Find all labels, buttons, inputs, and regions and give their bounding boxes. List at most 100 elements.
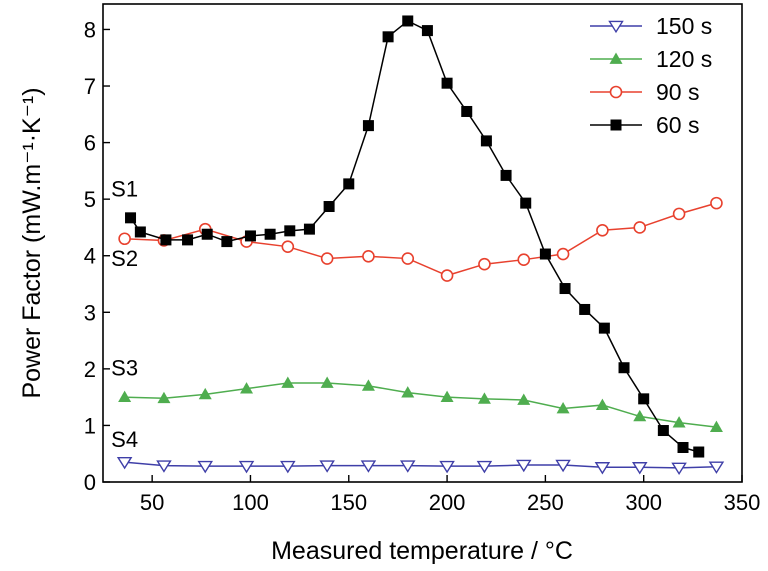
x-tick-label: 250 xyxy=(527,490,564,515)
data-point-triangle-down xyxy=(319,460,335,473)
legend-label: 120 s xyxy=(656,46,712,72)
y-tick-label: 4 xyxy=(84,244,96,269)
data-point-circle xyxy=(362,249,375,263)
y-tick-label: 3 xyxy=(84,300,96,325)
data-point-triangle-down xyxy=(476,460,493,474)
data-point-triangle-up xyxy=(517,393,531,405)
data-point-square xyxy=(480,135,492,147)
data-point-triangle-down xyxy=(280,460,296,474)
data-point-triangle-down xyxy=(156,460,172,473)
data-point-triangle-up xyxy=(556,401,570,414)
data-point-square xyxy=(579,303,591,315)
legend-item: 150 s xyxy=(590,13,712,39)
data-point-triangle-down xyxy=(555,459,571,473)
data-point-triangle-down xyxy=(708,461,725,474)
data-point-triangle-down xyxy=(671,462,687,476)
data-point-triangle-up xyxy=(440,390,454,403)
annotation-label: S2 xyxy=(111,246,138,271)
legend-label: 60 s xyxy=(656,112,699,138)
data-point-triangle-down xyxy=(515,459,532,473)
y-tick-label: 0 xyxy=(84,470,96,495)
data-point-square xyxy=(610,119,622,131)
data-point-triangle-up xyxy=(118,390,132,403)
data-point-square xyxy=(134,226,146,238)
legend-item: 120 s xyxy=(590,46,712,72)
data-point-triangle-down xyxy=(197,460,214,474)
data-point-square xyxy=(303,223,315,235)
data-point-square xyxy=(500,169,512,181)
y-tick-label: 7 xyxy=(84,74,96,99)
legend-item: 90 s xyxy=(590,79,699,105)
data-point-triangle-up xyxy=(595,398,609,410)
data-point-triangle-up xyxy=(609,52,623,64)
annotation-label: S3 xyxy=(111,356,138,381)
data-point-square xyxy=(441,77,453,89)
data-point-square xyxy=(461,105,473,117)
data-point-triangle-down xyxy=(594,462,611,475)
y-tick-label: 2 xyxy=(84,357,96,382)
data-point-circle xyxy=(596,223,609,237)
series-layer xyxy=(116,15,725,476)
annotation-label: S1 xyxy=(111,176,138,201)
x-tick-label: 300 xyxy=(625,490,662,515)
series-line xyxy=(129,20,699,453)
data-point-triangle-up xyxy=(633,409,647,422)
annotations: S1 S2 S3 S4 xyxy=(111,176,138,452)
data-point-triangle-down xyxy=(631,462,648,475)
data-point-triangle-up xyxy=(672,416,686,428)
y-tick-label: 6 xyxy=(84,131,96,156)
data-point-circle xyxy=(320,252,334,265)
y-tick-label: 8 xyxy=(84,17,96,42)
series-line xyxy=(124,461,717,469)
x-tick-label: 200 xyxy=(429,490,466,515)
data-point-square xyxy=(323,201,335,213)
legend-label: 150 s xyxy=(656,13,712,39)
data-point-square xyxy=(160,234,172,246)
data-point-square xyxy=(343,178,355,190)
y-tick-label: 1 xyxy=(84,413,96,438)
annotation-label: S4 xyxy=(111,427,138,452)
axis-ticks: 50 100 150 200 250 300 350 0 1 2 3 4 5 6 7 8 xyxy=(84,17,761,515)
data-point-circle xyxy=(478,257,491,271)
data-point-triangle-down xyxy=(116,456,133,470)
data-point-square xyxy=(402,15,414,27)
data-point-circle xyxy=(281,240,295,253)
data-point-square xyxy=(284,225,296,237)
data-point-circle xyxy=(633,221,647,234)
data-point-square xyxy=(421,25,433,37)
data-point-triangle-up xyxy=(157,391,171,404)
data-point-square xyxy=(598,322,610,334)
data-point-triangle-down xyxy=(439,460,455,474)
data-point-triangle-up xyxy=(240,382,254,394)
data-point-square xyxy=(638,393,650,405)
series-150-s xyxy=(116,456,725,476)
legend-label: 90 s xyxy=(656,79,699,105)
data-point-circle xyxy=(517,253,531,266)
data-point-square xyxy=(221,236,233,248)
data-point-circle xyxy=(672,207,686,221)
data-point-circle xyxy=(710,196,723,210)
data-point-square xyxy=(244,230,256,242)
legend-item: 60 s xyxy=(590,112,699,138)
data-point-triangle-up xyxy=(709,420,723,433)
data-point-triangle-up xyxy=(198,387,212,400)
data-point-triangle-up xyxy=(477,392,491,404)
plot-frame xyxy=(102,3,743,483)
data-point-square xyxy=(264,228,276,240)
data-point-square xyxy=(382,31,394,43)
data-point-triangle-up xyxy=(281,376,295,388)
data-point-square xyxy=(125,212,137,224)
data-point-square xyxy=(559,283,571,295)
data-point-circle xyxy=(440,269,454,282)
y-tick-label: 5 xyxy=(84,187,96,212)
data-point-square xyxy=(520,197,532,209)
data-point-circle xyxy=(118,232,131,246)
series-line xyxy=(124,202,717,277)
data-point-triangle-up xyxy=(320,376,334,388)
series-120-s xyxy=(118,376,723,433)
series-line xyxy=(124,382,717,428)
data-point-square xyxy=(618,362,630,374)
data-point-triangle-down xyxy=(238,460,255,474)
data-point-circle xyxy=(609,85,623,99)
